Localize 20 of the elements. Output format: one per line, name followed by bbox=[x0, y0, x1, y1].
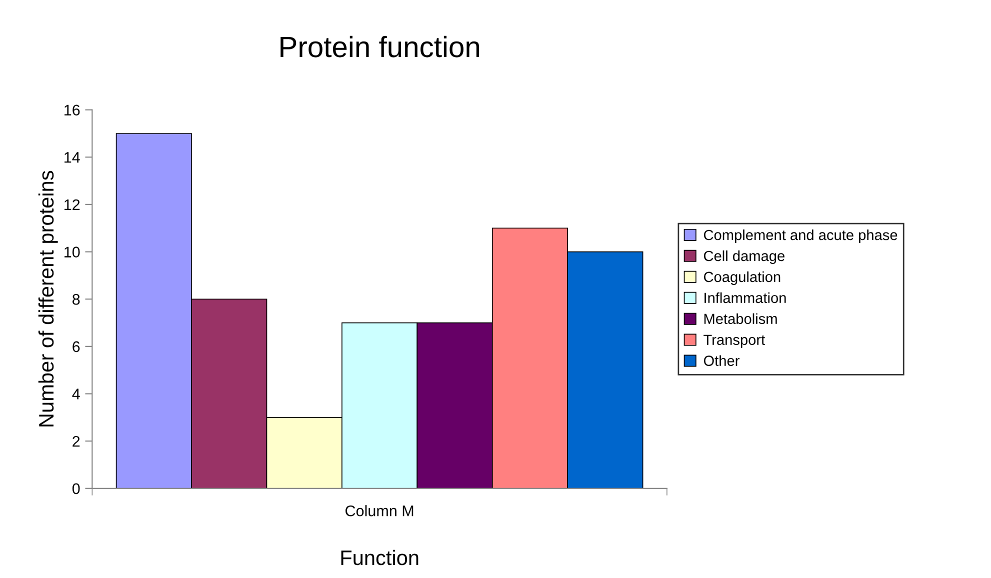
legend-label: Inflammation bbox=[704, 292, 786, 304]
legend-label: Other bbox=[704, 355, 740, 366]
legend-label: Transport bbox=[704, 334, 765, 348]
y-tick-label: 4 bbox=[72, 388, 80, 400]
y-tick-label: 0 bbox=[72, 483, 80, 494]
y-tick-label: 16 bbox=[64, 104, 80, 116]
chart-title: Protein function bbox=[280, 36, 479, 58]
y-axis-title: Number of different proteins bbox=[38, 170, 58, 426]
y-tick-label: 6 bbox=[72, 341, 80, 352]
legend-label: Coagulation bbox=[704, 271, 780, 285]
x-axis-title: Function bbox=[341, 550, 418, 566]
y-tick-label: 12 bbox=[64, 199, 80, 210]
legend-label: Complement and acute phase bbox=[704, 229, 898, 244]
y-tick-label: 14 bbox=[64, 152, 80, 163]
y-tick-label: 10 bbox=[64, 246, 80, 258]
legend-label: Cell damage bbox=[704, 250, 784, 264]
legend-label: Metabolism bbox=[704, 313, 777, 324]
x-tick-label: Column M bbox=[346, 505, 414, 516]
y-tick-label: 2 bbox=[72, 436, 80, 447]
y-tick-label: 8 bbox=[72, 294, 80, 305]
